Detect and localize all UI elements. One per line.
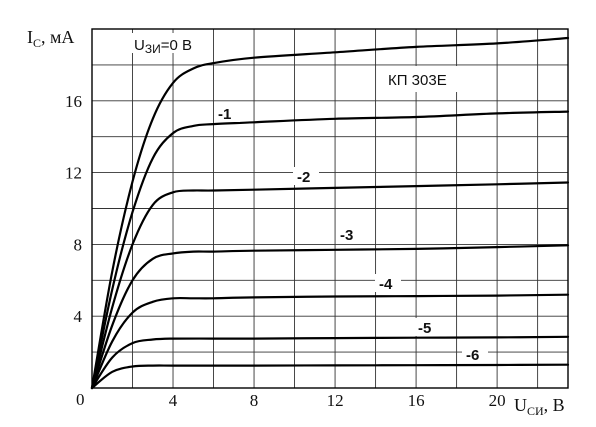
x-tick-label: 12 — [327, 391, 344, 410]
series-line-0 — [90, 36, 570, 390]
x-axis-label: UСИ, В — [514, 395, 565, 418]
annotation-box — [384, 66, 488, 92]
origin-label: 0 — [76, 390, 85, 409]
series-label-4: -4 — [379, 276, 393, 293]
series-line-3 — [90, 244, 570, 390]
grid — [92, 29, 568, 388]
series-line-1 — [90, 110, 570, 390]
series-label-bg-1 — [214, 104, 240, 122]
y-axis-label: IС, мА — [27, 27, 74, 50]
series-label-1: -1 — [218, 106, 231, 123]
x-tick-label: 16 — [408, 391, 425, 410]
series-label-bg-5 — [414, 318, 440, 336]
series-label-3: -3 — [340, 227, 353, 244]
series-label-6: -6 — [466, 347, 479, 364]
series-line-2 — [90, 181, 570, 390]
series-label-bg-0 — [130, 33, 212, 53]
series-label-bg-4 — [375, 274, 401, 292]
x-tick-label: 20 — [489, 391, 506, 410]
series-label-5: -5 — [418, 320, 431, 337]
tick-labels: 4 8 12 16 20 4 8 12 16 — [65, 92, 506, 410]
series-label-2: -2 — [297, 169, 310, 186]
y-tick-label: 16 — [65, 92, 82, 111]
x-tick-label: 8 — [250, 391, 259, 410]
curves — [90, 36, 570, 390]
y-tick-label: 8 — [74, 235, 83, 254]
series-label-0: UЗИ=0 В — [134, 37, 192, 56]
x-tick-label: 4 — [169, 391, 178, 410]
y-tick-label: 4 — [74, 307, 83, 326]
plot-frame — [91, 28, 569, 389]
series-label-bg-2 — [293, 167, 319, 185]
series-line-4 — [90, 293, 570, 390]
y-tick-label: 12 — [65, 164, 82, 183]
annotation-label: КП 303Е — [388, 72, 447, 89]
series-label-bg-3 — [336, 225, 362, 243]
series-label-bg-6 — [462, 345, 488, 363]
series-line-6 — [90, 363, 570, 390]
series-line-5 — [90, 335, 570, 390]
